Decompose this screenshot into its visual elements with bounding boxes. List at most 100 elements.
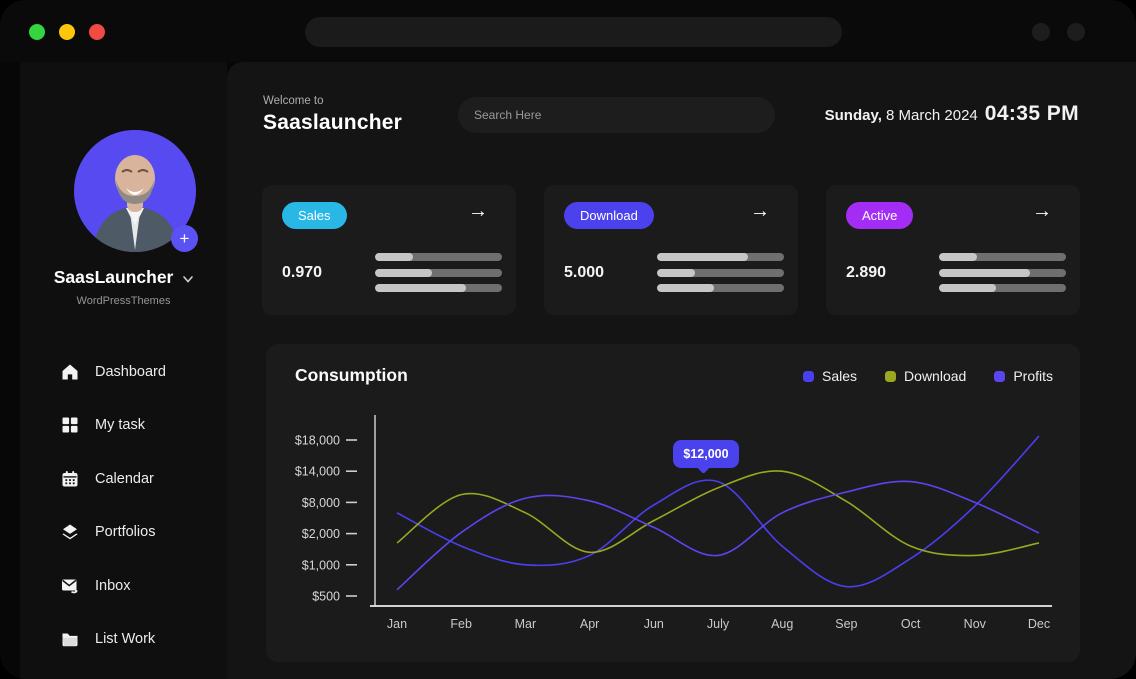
y-tick-label: $8,000 bbox=[302, 496, 340, 510]
sidebar: + SaasLauncher WordPressThemes Dashboard bbox=[20, 62, 227, 679]
legend-item-profits[interactable]: Profits bbox=[994, 368, 1053, 384]
stat-value: 0.970 bbox=[282, 264, 323, 281]
welcome-label: Welcome to bbox=[263, 95, 324, 107]
sidebar-item-label: Calendar bbox=[95, 470, 154, 487]
progress-bar bbox=[939, 284, 1066, 292]
status-badge: Sales bbox=[282, 202, 347, 229]
sidebar-item-inbox[interactable]: Inbox bbox=[20, 559, 227, 613]
progress-bar bbox=[375, 284, 502, 292]
series-line-download bbox=[396, 470, 1040, 557]
progress-bar bbox=[657, 284, 784, 292]
legend-dot-icon bbox=[994, 370, 1006, 382]
x-tick-label: Dec bbox=[1028, 617, 1050, 631]
x-tick-label: Jun bbox=[644, 617, 664, 631]
arrow-right-icon[interactable]: → bbox=[744, 199, 776, 224]
window-zoom-button[interactable] bbox=[29, 24, 45, 40]
x-tick-label: Oct bbox=[901, 617, 921, 631]
browser-chrome bbox=[0, 0, 1136, 62]
x-tick-label: Sep bbox=[835, 617, 857, 631]
progress-bar bbox=[375, 268, 502, 277]
date-text: 8 March 2024 bbox=[881, 107, 978, 124]
y-tick-label: $1,000 bbox=[302, 558, 340, 572]
chart-title: Consumption bbox=[295, 365, 408, 385]
sidebar-item-portfolios[interactable]: Portfolios bbox=[20, 506, 227, 560]
sidebar-item-label: Inbox bbox=[95, 577, 131, 594]
avatar[interactable] bbox=[74, 130, 196, 252]
chrome-menu-dot-icon[interactable] bbox=[1032, 23, 1050, 41]
y-tick-label: $2,000 bbox=[302, 527, 340, 541]
window-close-button[interactable] bbox=[89, 24, 105, 40]
stat-value: 2.890 bbox=[846, 264, 887, 281]
chevron-down-icon bbox=[183, 276, 194, 283]
status-badge: Download bbox=[564, 202, 654, 229]
sidebar-item-calendar[interactable]: Calendar bbox=[20, 452, 227, 506]
grid-icon bbox=[62, 417, 78, 433]
legend-label: Profits bbox=[1013, 368, 1053, 384]
stat-card-sales: Sales → 0.970 bbox=[262, 185, 516, 315]
legend-item-download[interactable]: Download bbox=[885, 368, 966, 384]
sidebar-nav: Dashboard My task bbox=[20, 345, 227, 666]
progress-bar bbox=[657, 253, 784, 261]
legend-label: Sales bbox=[822, 368, 858, 384]
x-tick-label: July bbox=[707, 617, 730, 631]
y-tick-label: $18,000 bbox=[295, 434, 340, 448]
legend-item-sales[interactable]: Sales bbox=[803, 368, 857, 384]
x-tick-label: Apr bbox=[580, 617, 599, 631]
arrow-right-icon[interactable]: → bbox=[462, 199, 494, 224]
stat-value: 5.000 bbox=[564, 264, 605, 281]
y-tick-label: $14,000 bbox=[295, 465, 340, 479]
consumption-line-chart: $18,000 $14,000 $8,000 $2,000 $1,000 $500 Jan F… bbox=[295, 415, 1052, 631]
address-bar[interactable] bbox=[305, 17, 842, 47]
stat-card-download: Download → 5.000 bbox=[544, 185, 798, 315]
date-day: Sunday, bbox=[824, 107, 882, 124]
clock-time: 04:35 PM bbox=[984, 102, 1079, 125]
stat-bars bbox=[939, 253, 1066, 300]
layers-icon bbox=[62, 524, 78, 540]
sidebar-item-label: My task bbox=[95, 417, 145, 434]
home-icon bbox=[62, 364, 78, 380]
x-tick-label: Nov bbox=[964, 617, 987, 631]
progress-bar bbox=[657, 268, 784, 277]
search-input[interactable] bbox=[458, 97, 775, 133]
main-content: Welcome to Saaslauncher Sunday, 8 March … bbox=[227, 62, 1136, 679]
inbox-icon bbox=[62, 579, 78, 594]
y-tick-label: $500 bbox=[312, 590, 340, 604]
series-line-sales bbox=[396, 435, 1040, 588]
sidebar-item-label: Dashboard bbox=[95, 363, 166, 380]
page-title: Saaslauncher bbox=[263, 111, 402, 134]
status-badge: Active bbox=[846, 202, 914, 229]
chart-legend: Sales Download Profits bbox=[803, 368, 1053, 384]
avatar-person-illustration bbox=[74, 130, 196, 252]
workspace-switcher[interactable]: SaasLauncher bbox=[20, 267, 227, 288]
legend-label: Download bbox=[904, 368, 967, 384]
progress-bar bbox=[939, 268, 1066, 277]
arrow-right-icon[interactable]: → bbox=[1026, 199, 1058, 224]
workspace-name: SaasLauncher bbox=[53, 267, 174, 287]
sidebar-item-my-task[interactable]: My task bbox=[20, 399, 227, 453]
add-account-button[interactable]: + bbox=[171, 225, 198, 252]
progress-bar bbox=[375, 253, 502, 261]
folder-icon bbox=[62, 633, 78, 647]
window-minimize-button[interactable] bbox=[59, 24, 75, 40]
x-tick-label: Mar bbox=[515, 617, 537, 631]
datetime: Sunday, 8 March 2024 04:35 PM bbox=[825, 102, 1079, 126]
progress-bar bbox=[939, 253, 1066, 261]
stat-bars bbox=[375, 253, 502, 300]
calendar-icon bbox=[62, 470, 78, 487]
sidebar-item-label: Portfolios bbox=[95, 524, 156, 541]
tooltip-value: $12,000 bbox=[683, 447, 729, 461]
legend-dot-icon bbox=[803, 370, 815, 382]
x-tick-label: Jan bbox=[387, 617, 407, 631]
x-tick-label: Aug bbox=[771, 617, 793, 631]
sidebar-item-list-work[interactable]: List Work bbox=[20, 613, 227, 667]
chart-tooltip: $12,000 bbox=[673, 440, 739, 468]
stat-card-active: Active → 2.890 bbox=[826, 185, 1080, 315]
chrome-menu-dot-icon[interactable] bbox=[1067, 23, 1085, 41]
workspace-subtitle: WordPressThemes bbox=[76, 295, 171, 307]
consumption-chart-card: Consumption Sales Download Profits $18,000… bbox=[266, 344, 1080, 662]
legend-dot-icon bbox=[885, 370, 897, 382]
sidebar-item-dashboard[interactable]: Dashboard bbox=[20, 345, 227, 399]
x-tick-label: Feb bbox=[450, 617, 472, 631]
series-line-profits bbox=[396, 480, 1040, 591]
